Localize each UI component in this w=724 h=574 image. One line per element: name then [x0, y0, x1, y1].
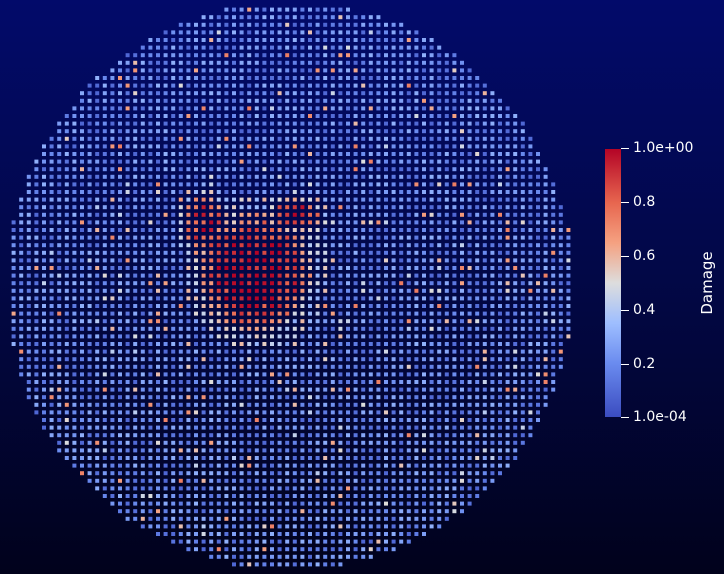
colorbar-label-max: 1.0e+00	[633, 140, 694, 156]
colorbar-label-0.4: 0.4	[633, 302, 656, 318]
colorbar-tick	[621, 202, 629, 203]
damage-colorbar	[605, 149, 621, 417]
colorbar-label-min: 1.0e-04	[633, 409, 687, 425]
colorbar-tick	[621, 148, 629, 149]
colorbar-label-0.2: 0.2	[633, 356, 656, 372]
colorbar-tick	[621, 364, 629, 365]
colorbar-tick	[621, 256, 629, 257]
colorbar-label-0.6: 0.6	[633, 248, 656, 264]
colorbar-label-0.8: 0.8	[633, 194, 656, 210]
colorbar-tick	[621, 417, 629, 418]
colorbar-title: Damage	[698, 251, 716, 315]
colorbar-tick	[621, 310, 629, 311]
